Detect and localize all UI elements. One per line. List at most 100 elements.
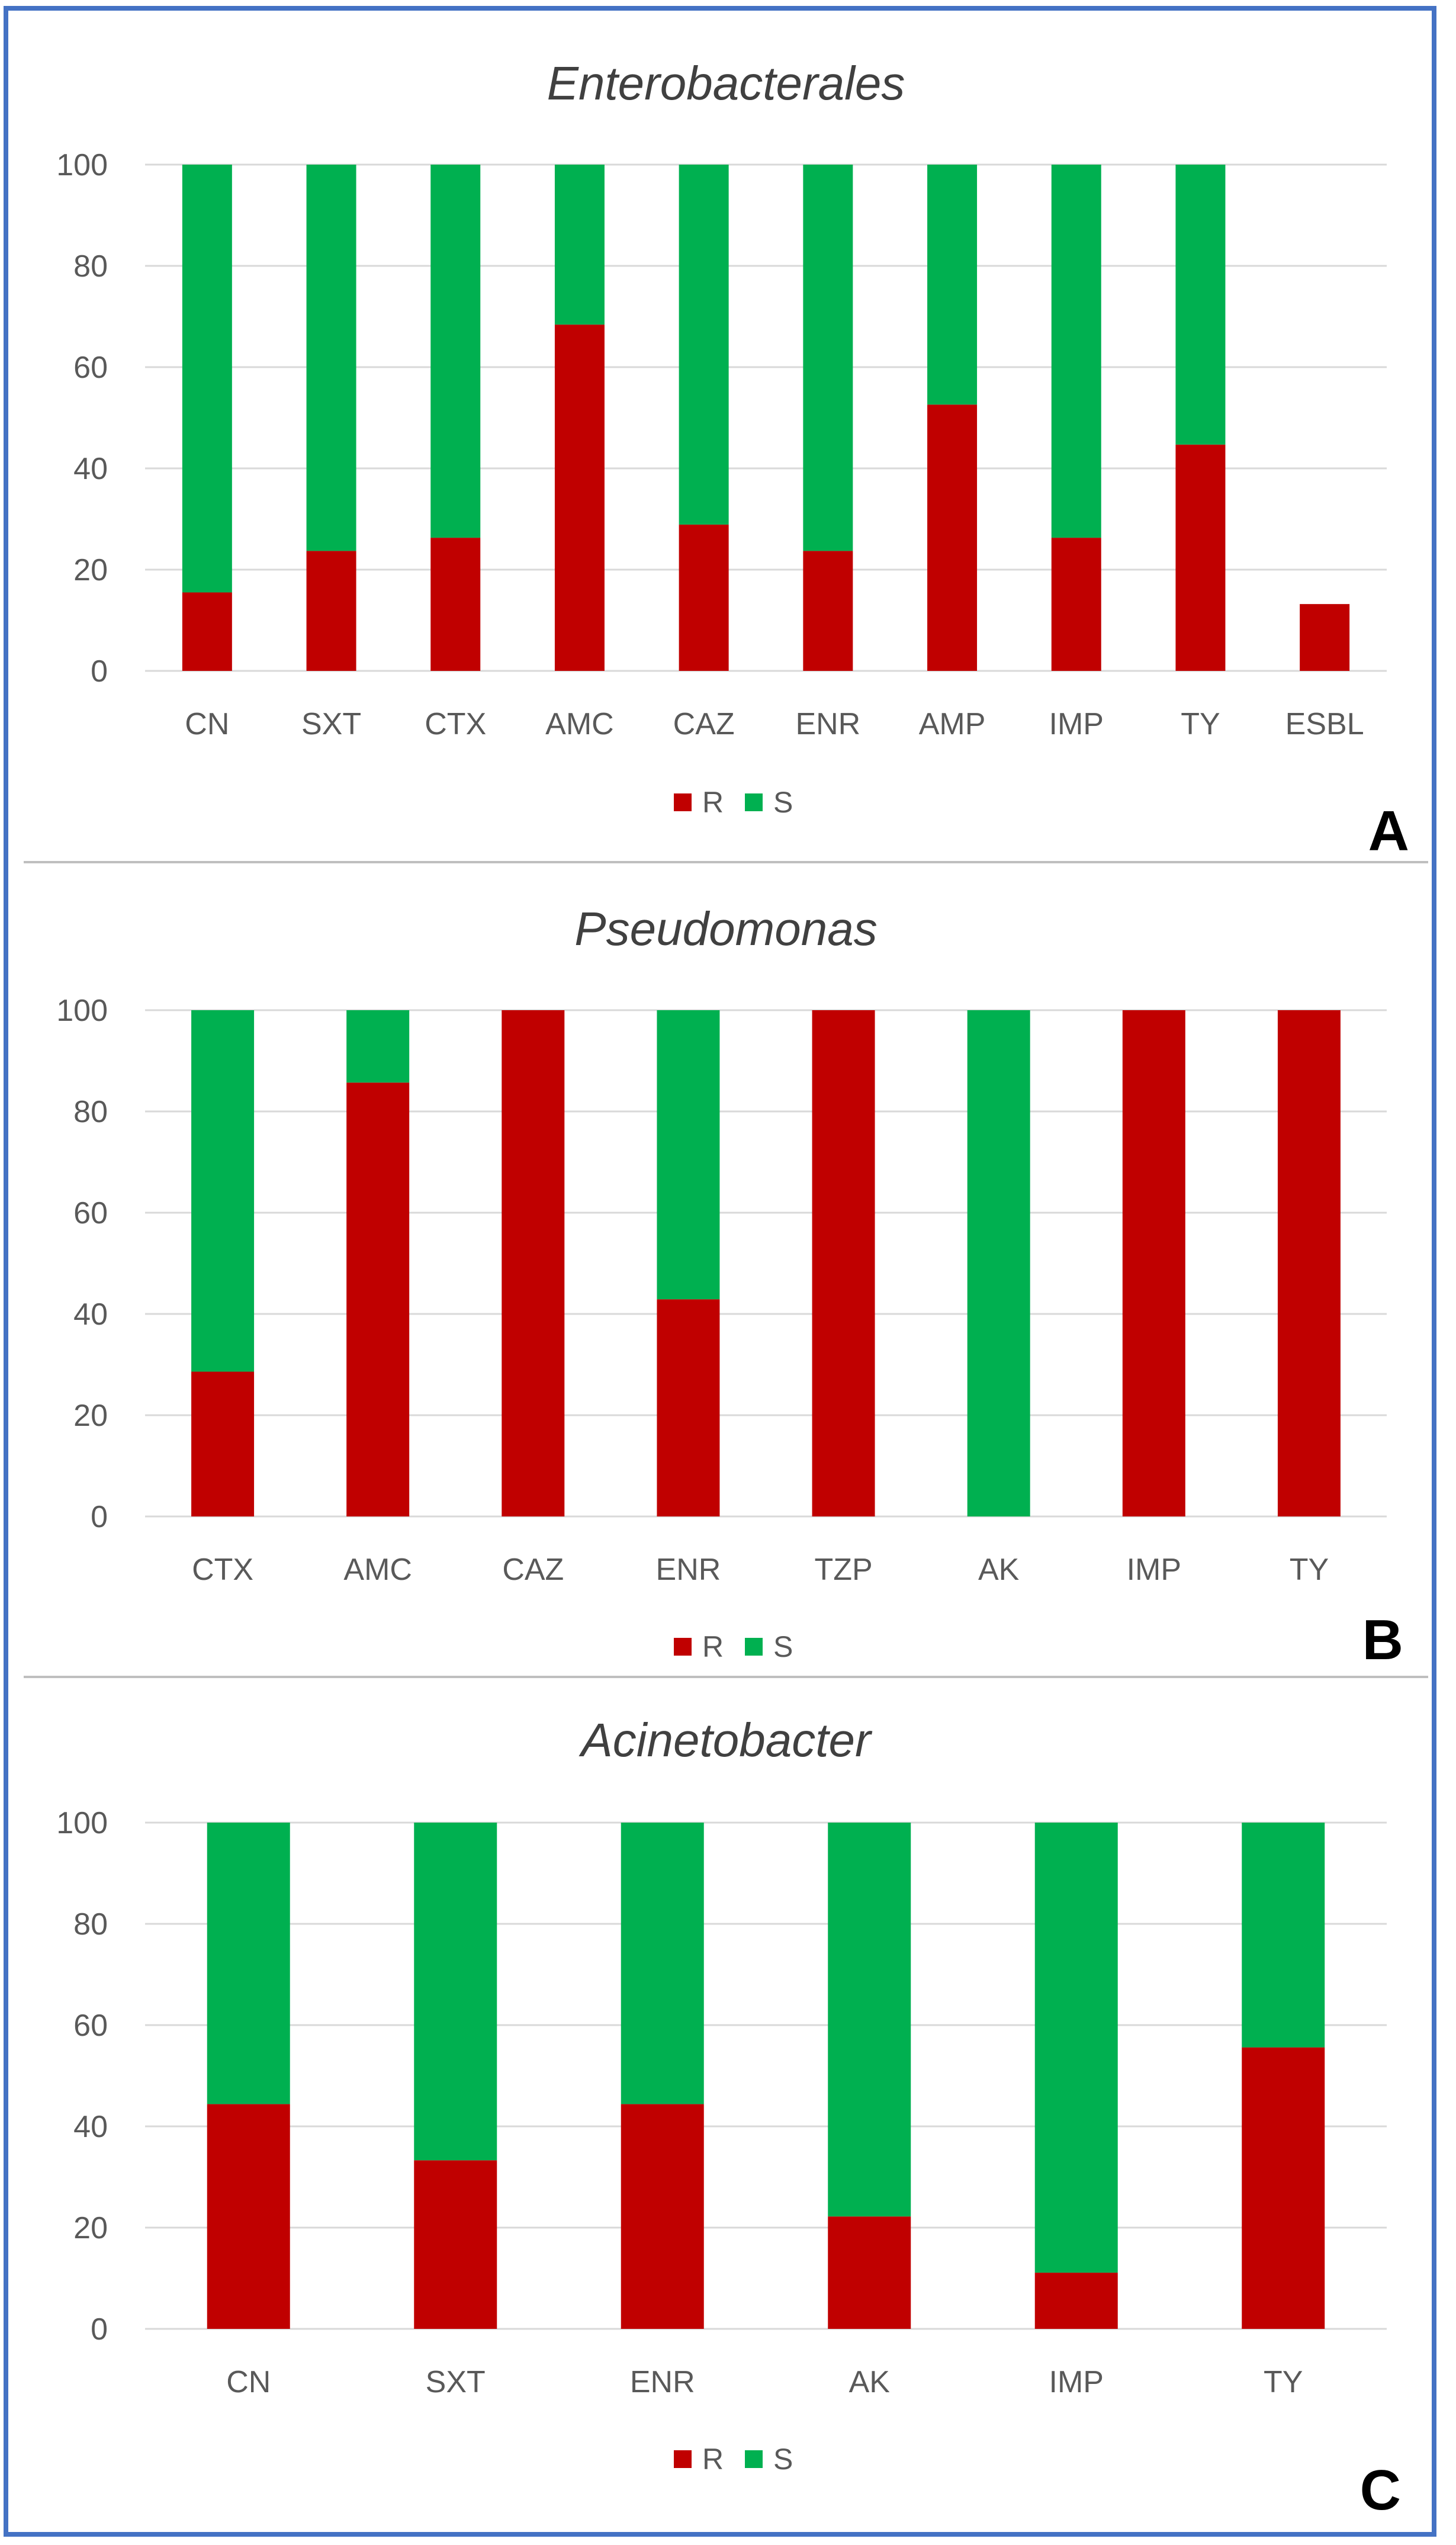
x-tick-label: CN	[185, 707, 229, 741]
x-tick-label: CAZ	[673, 707, 735, 741]
legend: R S	[674, 786, 793, 819]
x-tick-label: AMP	[919, 707, 986, 741]
bar-r-amc	[346, 1082, 410, 1516]
y-tick-label: 20	[73, 1399, 108, 1433]
y-tick-label: 40	[73, 452, 108, 486]
bar-r-ctx	[430, 538, 481, 671]
chart-title: Pseudomonas	[574, 902, 877, 955]
bar-r-amp	[927, 404, 978, 671]
bar-r-ty	[1242, 2047, 1325, 2329]
y-tick-label: 40	[73, 1297, 108, 1332]
bar-s-amp	[927, 165, 978, 405]
x-tick-label: AK	[849, 2365, 891, 2399]
chart-title: Acinetobacter	[578, 1714, 873, 1766]
x-tick-label: CN	[226, 2365, 271, 2399]
bar-s-ctx	[191, 1010, 255, 1372]
plot-area: 0 20 40 60 80 100 CN SXT ENR AK IMP TY	[56, 1806, 1387, 2399]
legend-swatch-r	[674, 2450, 692, 2468]
legend-label-s: S	[773, 786, 793, 819]
x-tick-label: AMC	[545, 707, 614, 741]
y-tick-label: 60	[73, 2009, 108, 2043]
bar-s-sxt	[414, 1823, 497, 2161]
legend-label-s: S	[773, 2443, 793, 2476]
bar-s-amc	[346, 1010, 410, 1083]
y-tick-label: 20	[73, 2211, 108, 2245]
legend-label-r: R	[702, 786, 724, 819]
legend-swatch-s	[745, 1638, 763, 1656]
y-tick-label: 0	[91, 2312, 108, 2347]
panel-letter: A	[1368, 799, 1409, 863]
legend-label-s: S	[773, 1630, 793, 1663]
x-tick-label: CAZ	[502, 1553, 564, 1587]
panel-c: Acinetobacter 0 20 40 60 80 100 CN SXT ENR AK IMP T…	[56, 1714, 1401, 2522]
bar-r-tzp	[812, 1010, 875, 1516]
bar-s-imp	[1051, 165, 1101, 538]
bar-r-imp	[1034, 2273, 1118, 2329]
legend: R S	[674, 1630, 793, 1663]
bar-r-ak	[828, 2216, 911, 2329]
legend-swatch-r	[674, 1638, 692, 1656]
panel-b: Pseudomonas 0 20 40 60 80 100 CTX AMC CAZ ENR TZP A…	[56, 902, 1403, 1672]
legend-swatch-s	[745, 2450, 763, 2468]
bar-r-imp	[1051, 538, 1101, 671]
x-tick-label: ESBL	[1285, 707, 1364, 741]
bar-s-enr	[803, 165, 853, 551]
panel-a: Enterobacterales 0 20 40 60 80 100 CN SXT CTX AMC…	[56, 57, 1409, 863]
x-tick-label: CTX	[192, 1553, 253, 1587]
bar-r-caz	[502, 1010, 565, 1516]
bar-r-caz	[679, 524, 729, 671]
bar-s-ty	[1242, 1823, 1325, 2048]
bar-r-sxt	[414, 2160, 497, 2329]
bar-r-enr	[657, 1299, 720, 1516]
bar-r-ty	[1175, 444, 1226, 671]
y-tick-label: 80	[73, 1907, 108, 1942]
legend-label-r: R	[702, 2443, 724, 2476]
x-tick-label: TZP	[814, 1553, 872, 1587]
bar-s-imp	[1034, 1823, 1118, 2273]
legend: R S	[674, 2443, 793, 2476]
x-tick-label: SXT	[301, 707, 361, 741]
x-tick-label: TY	[1290, 1553, 1329, 1587]
bar-r-enr	[803, 551, 853, 671]
x-tick-label: CTX	[425, 707, 486, 741]
bar-s-ctx	[430, 165, 481, 538]
x-tick-label: SXT	[426, 2365, 486, 2399]
bar-s-amc	[554, 165, 605, 325]
y-tick-label: 100	[56, 994, 108, 1028]
plot-area: 0 20 40 60 80 100 CN SXT CTX AMC CAZ ENR AMP IMP TY ESB…	[56, 148, 1387, 741]
bar-r-ctx	[191, 1371, 255, 1516]
bar-s-sxt	[306, 165, 356, 551]
x-tick-label: IMP	[1049, 2365, 1104, 2399]
bar-r-enr	[621, 2104, 704, 2329]
bar-r-imp	[1122, 1010, 1185, 1516]
panel-letter: C	[1360, 2459, 1401, 2522]
x-tick-label: TY	[1264, 2365, 1303, 2399]
x-tick-label: TY	[1181, 707, 1220, 741]
bar-s-caz	[679, 165, 729, 525]
bar-r-cn	[207, 2104, 290, 2329]
y-tick-label: 20	[73, 553, 108, 587]
bar-r-esbl	[1300, 604, 1350, 671]
x-tick-label: ENR	[656, 1553, 721, 1587]
y-tick-label: 80	[73, 249, 108, 284]
x-tick-label: AMC	[343, 1553, 412, 1587]
bar-s-ty	[1175, 165, 1226, 445]
bar-r-amc	[554, 324, 605, 671]
legend-swatch-s	[745, 793, 763, 811]
bar-r-sxt	[306, 551, 356, 671]
y-tick-label: 80	[73, 1095, 108, 1129]
plot-area: 0 20 40 60 80 100 CTX AMC CAZ ENR TZP AK IMP TY	[56, 994, 1387, 1587]
y-tick-label: 0	[91, 1500, 108, 1534]
panel-letter: B	[1362, 1608, 1403, 1672]
chart-title: Enterobacterales	[547, 57, 905, 110]
bar-s-ak	[967, 1010, 1030, 1516]
x-tick-label: IMP	[1127, 1553, 1181, 1587]
bar-r-cn	[182, 592, 232, 671]
bar-s-cn	[207, 1823, 290, 2104]
legend-label-r: R	[702, 1630, 724, 1663]
bar-r-ty	[1277, 1010, 1341, 1516]
y-tick-label: 40	[73, 2110, 108, 2144]
y-tick-label: 100	[56, 1806, 108, 1840]
y-tick-label: 100	[56, 148, 108, 182]
